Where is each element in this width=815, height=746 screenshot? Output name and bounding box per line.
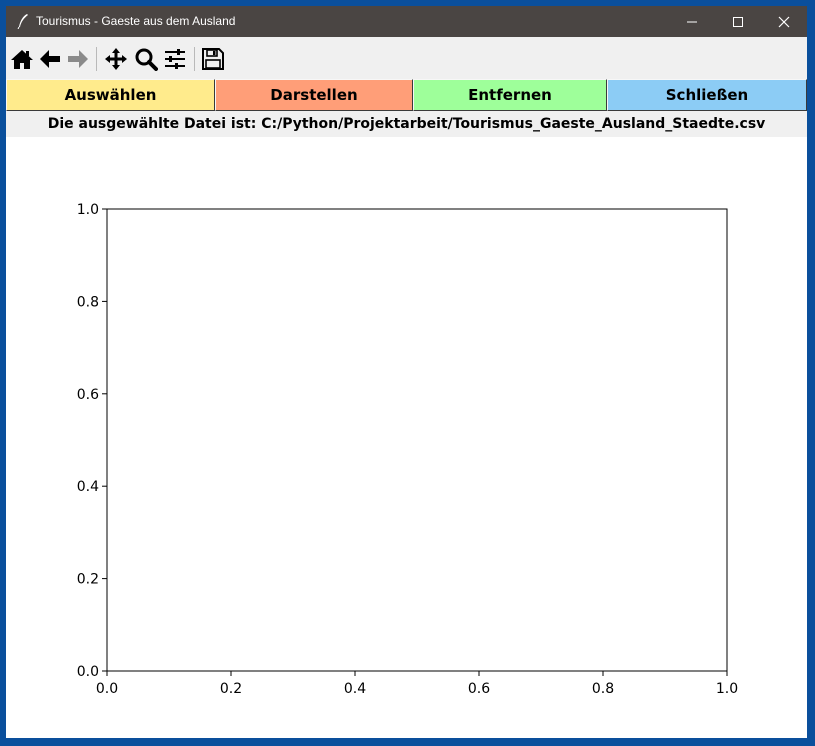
x-tick-label: 0.0 <box>96 681 118 697</box>
axes-frame <box>106 208 728 672</box>
y-tick-label: 1.0 <box>77 202 99 218</box>
x-tick-label: 0.4 <box>344 681 366 697</box>
action-button-row: Auswählen Darstellen Entfernen Schließen <box>6 79 807 111</box>
x-tick-label: 0.6 <box>468 681 490 697</box>
x-tick-label: 0.8 <box>592 681 614 697</box>
y-tick-label: 0.0 <box>77 664 99 680</box>
title-bar[interactable]: Tourismus - Gaeste aus dem Ausland <box>6 6 807 37</box>
close-icon <box>778 16 790 28</box>
home-icon[interactable] <box>10 47 34 71</box>
select-file-button[interactable]: Auswählen <box>6 79 215 111</box>
maximize-icon <box>733 17 743 27</box>
x-tick-label: 0.2 <box>220 681 242 697</box>
y-tick-label: 0.4 <box>77 479 99 495</box>
maximize-button[interactable] <box>715 6 761 37</box>
plot-button[interactable]: Darstellen <box>215 79 413 111</box>
forward-arrow-icon[interactable] <box>66 47 90 71</box>
chart-canvas[interactable]: 0.0 0.2 0.4 0.6 0.8 1.0 0.0 0.2 0.4 0.6 0.8 1.0 <box>6 137 807 738</box>
toolbar-separator <box>194 47 195 71</box>
close-window-button[interactable] <box>761 6 807 37</box>
toolbar-separator <box>96 47 97 71</box>
zoom-icon[interactable] <box>134 47 158 71</box>
minimize-icon <box>687 21 697 23</box>
close-button[interactable]: Schließen <box>607 79 807 111</box>
y-tick-label: 0.8 <box>77 294 99 310</box>
navigation-toolbar <box>6 37 807 79</box>
save-icon[interactable] <box>201 47 225 71</box>
x-tick-label: 1.0 <box>716 681 738 697</box>
window-title: Tourismus - Gaeste aus dem Ausland <box>36 14 236 28</box>
minimize-button[interactable] <box>669 6 715 37</box>
y-tick-label: 0.2 <box>77 572 99 588</box>
remove-button[interactable]: Entfernen <box>413 79 607 111</box>
app-window: Tourismus - Gaeste aus dem Ausland <box>6 6 807 738</box>
y-tick-label: 0.6 <box>77 387 99 403</box>
selected-file-label: Die ausgewählte Datei ist: C:/Python/Pro… <box>6 111 807 137</box>
pan-icon[interactable] <box>104 47 128 71</box>
feather-icon <box>17 14 28 29</box>
configure-subplots-icon[interactable] <box>163 47 187 71</box>
back-arrow-icon[interactable] <box>38 47 62 71</box>
